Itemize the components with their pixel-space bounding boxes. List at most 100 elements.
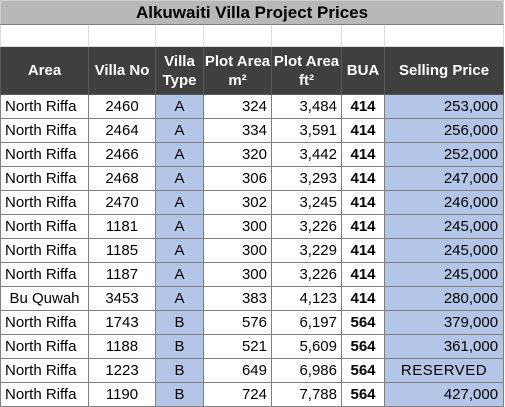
cell-villa-no: 2460 bbox=[88, 94, 156, 119]
cell-plot-ft2: 3,226 bbox=[271, 214, 342, 239]
table-row: Bu Quwah 3453 A 383 4,123 414 280,000 bbox=[0, 286, 505, 311]
cell-selling-price: 245,000 bbox=[383, 214, 505, 239]
cell-plot-m2: 521 bbox=[203, 334, 272, 359]
cell-villa-type: A bbox=[155, 262, 204, 287]
header-plot-m2: Plot Area m² bbox=[203, 46, 272, 95]
table-row: North Riffa 1188 B 521 5,609 564 361,000 bbox=[0, 334, 505, 359]
cell-area: North Riffa bbox=[0, 214, 89, 239]
cell-villa-type: A bbox=[155, 142, 204, 167]
cell-area: North Riffa bbox=[0, 190, 89, 215]
cell-bua: 564 bbox=[341, 382, 385, 407]
cell-villa-no: 1743 bbox=[88, 310, 156, 335]
cell-villa-type: A bbox=[155, 118, 204, 143]
cell-plot-ft2: 3,442 bbox=[271, 142, 342, 167]
cell-villa-no: 1181 bbox=[88, 214, 156, 239]
table-row: North Riffa 1743 B 576 6,197 564 379,000 bbox=[0, 310, 505, 335]
cell-villa-no: 1185 bbox=[88, 238, 156, 263]
cell-villa-no: 1223 bbox=[88, 358, 156, 383]
cell-selling-price: 427,000 bbox=[383, 382, 505, 407]
cell-bua: 414 bbox=[341, 142, 385, 167]
cell-bua: 414 bbox=[341, 190, 385, 215]
cell-selling-price: 245,000 bbox=[383, 238, 505, 263]
sheet-title: Alkuwaiti Villa Project Prices bbox=[0, 0, 505, 25]
table-row: North Riffa 2468 A 306 3,293 414 247,000 bbox=[0, 166, 505, 191]
table-row: North Riffa 2466 A 320 3,442 414 252,000 bbox=[0, 142, 505, 167]
cell-area: North Riffa bbox=[0, 262, 89, 287]
cell-selling-price: 361,000 bbox=[383, 334, 505, 359]
cell-plot-m2: 724 bbox=[203, 382, 272, 407]
cell-bua: 414 bbox=[341, 214, 385, 239]
cell-plot-m2: 334 bbox=[203, 118, 272, 143]
cell-area: North Riffa bbox=[0, 310, 89, 335]
cell-plot-ft2: 6,197 bbox=[271, 310, 342, 335]
table-row: North Riffa 2460 A 324 3,484 414 253,000 bbox=[0, 94, 505, 119]
cell-bua: 564 bbox=[341, 358, 385, 383]
cell-villa-type: A bbox=[155, 166, 204, 191]
cell-villa-no: 2470 bbox=[88, 190, 156, 215]
cell-plot-ft2: 5,609 bbox=[271, 334, 342, 359]
cell-villa-type: B bbox=[155, 334, 204, 359]
table-row: North Riffa 1185 A 300 3,229 414 245,000 bbox=[0, 238, 505, 263]
header-plot-ft2: Plot Area ft² bbox=[271, 46, 342, 95]
cell-area: North Riffa bbox=[0, 166, 89, 191]
header-villa-type: Villa Type bbox=[155, 46, 204, 95]
cell-plot-m2: 649 bbox=[203, 358, 272, 383]
header-bua: BUA bbox=[341, 46, 385, 95]
cell-villa-type: A bbox=[155, 214, 204, 239]
header-row: Area Villa No Villa Type Plot Area m² Pl… bbox=[0, 46, 505, 95]
cell-plot-ft2: 3,245 bbox=[271, 190, 342, 215]
cell-selling-price: 245,000 bbox=[383, 262, 505, 287]
cell-selling-price: 247,000 bbox=[383, 166, 505, 191]
cell-selling-price: RESERVED bbox=[383, 358, 505, 383]
cell-villa-no: 2468 bbox=[88, 166, 156, 191]
cell-bua: 564 bbox=[341, 310, 385, 335]
cell-area: North Riffa bbox=[0, 142, 89, 167]
cell-selling-price: 256,000 bbox=[383, 118, 505, 143]
header-area: Area bbox=[0, 46, 89, 95]
cell-area: North Riffa bbox=[0, 334, 89, 359]
cell-bua: 414 bbox=[341, 94, 385, 119]
cell-selling-price: 280,000 bbox=[383, 286, 505, 311]
cell-area: North Riffa bbox=[0, 238, 89, 263]
cell-area: North Riffa bbox=[0, 382, 89, 407]
cell-plot-m2: 324 bbox=[203, 94, 272, 119]
title-row: Alkuwaiti Villa Project Prices bbox=[0, 0, 505, 25]
cell-plot-ft2: 3,591 bbox=[271, 118, 342, 143]
table-row: North Riffa 2464 A 334 3,591 414 256,000 bbox=[0, 118, 505, 143]
cell-bua: 564 bbox=[341, 334, 385, 359]
cell-bua: 414 bbox=[341, 166, 385, 191]
cell-plot-ft2: 4,123 bbox=[271, 286, 342, 311]
cell-villa-no: 2466 bbox=[88, 142, 156, 167]
cell-area: North Riffa bbox=[0, 118, 89, 143]
cell-plot-ft2: 3,226 bbox=[271, 262, 342, 287]
cell-villa-type: B bbox=[155, 382, 204, 407]
cell-plot-ft2: 7,788 bbox=[271, 382, 342, 407]
cell-plot-m2: 300 bbox=[203, 214, 272, 239]
table-row: North Riffa 1223 B 649 6,986 564 RESERVED bbox=[0, 358, 505, 383]
cell-villa-type: A bbox=[155, 94, 204, 119]
cell-villa-type: A bbox=[155, 238, 204, 263]
cell-plot-m2: 383 bbox=[203, 286, 272, 311]
cell-bua: 414 bbox=[341, 262, 385, 287]
cell-villa-no: 1188 bbox=[88, 334, 156, 359]
cell-plot-ft2: 6,986 bbox=[271, 358, 342, 383]
header-selling-price: Selling Price bbox=[383, 46, 505, 95]
spacer-row bbox=[0, 24, 505, 47]
cell-plot-m2: 300 bbox=[203, 238, 272, 263]
cell-plot-m2: 302 bbox=[203, 190, 272, 215]
cell-selling-price: 252,000 bbox=[383, 142, 505, 167]
cell-plot-m2: 306 bbox=[203, 166, 272, 191]
table-row: North Riffa 2470 A 302 3,245 414 246,000 bbox=[0, 190, 505, 215]
cell-bua: 414 bbox=[341, 286, 385, 311]
cell-bua: 414 bbox=[341, 118, 385, 143]
cell-villa-no: 1187 bbox=[88, 262, 156, 287]
cell-plot-ft2: 3,293 bbox=[271, 166, 342, 191]
table-row: North Riffa 1181 A 300 3,226 414 245,000 bbox=[0, 214, 505, 239]
cell-villa-type: A bbox=[155, 286, 204, 311]
cell-area: Bu Quwah bbox=[0, 286, 89, 311]
cell-plot-m2: 576 bbox=[203, 310, 272, 335]
cell-villa-type: B bbox=[155, 358, 204, 383]
cell-selling-price: 253,000 bbox=[383, 94, 505, 119]
cell-villa-no: 2464 bbox=[88, 118, 156, 143]
